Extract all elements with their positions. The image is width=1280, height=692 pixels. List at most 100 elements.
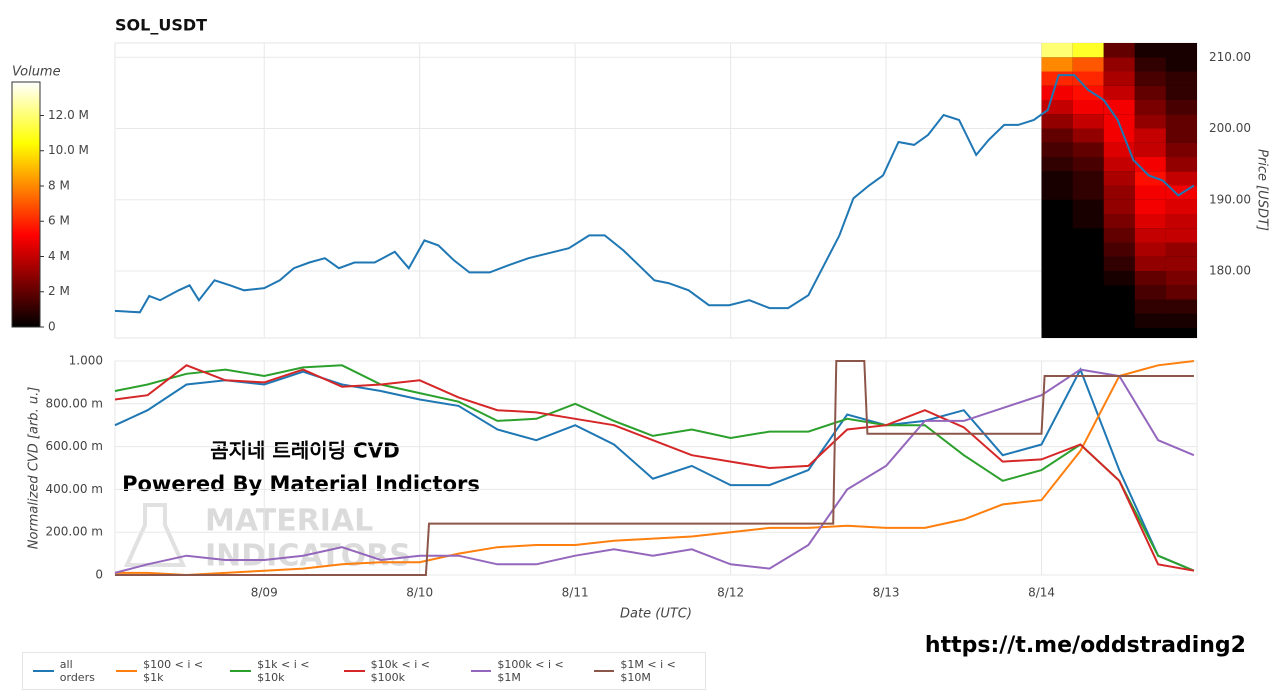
heatmap-cell xyxy=(1103,271,1135,286)
heatmap-cell xyxy=(1165,242,1197,257)
legend-swatch xyxy=(593,670,615,672)
heatmap-cell xyxy=(1041,43,1073,58)
legend-label: $100 < i < $1k xyxy=(143,658,204,684)
colorbar-tick-label: 4 M xyxy=(48,249,70,263)
heatmap-cell xyxy=(1041,285,1073,300)
heatmap-cell xyxy=(1103,214,1135,229)
heatmap-cell xyxy=(1072,185,1104,200)
heatmap-cell xyxy=(1072,43,1104,58)
heatmap-cell xyxy=(1134,71,1166,86)
heatmap-cell xyxy=(1165,171,1197,186)
heatmap-cell xyxy=(1041,85,1073,101)
legend-swatch xyxy=(33,670,54,672)
legend-swatch xyxy=(230,670,252,672)
heatmap-cell xyxy=(1134,114,1166,129)
heatmap-cell xyxy=(1072,214,1104,229)
heatmap-cell xyxy=(1103,128,1135,143)
heatmap-cell xyxy=(1165,214,1197,229)
heatmap-cell xyxy=(1072,313,1104,329)
y-tick-label: 210.00 xyxy=(1209,50,1251,64)
legend-swatch xyxy=(343,670,365,672)
heatmap-cell xyxy=(1165,271,1197,286)
heatmap-cell xyxy=(1041,242,1073,257)
colorbar-tick-label: 6 M xyxy=(48,214,70,228)
series-line xyxy=(114,367,1195,572)
heatmap-cell xyxy=(1041,185,1073,200)
legend-item: $100 < i < $1k xyxy=(116,658,222,684)
series-line xyxy=(114,74,1195,314)
series-line xyxy=(115,360,1194,576)
x-tick-label: 8/12 xyxy=(717,586,744,600)
heatmap-cell xyxy=(1072,100,1104,115)
heatmap-cell xyxy=(1134,142,1166,158)
heatmap-cell xyxy=(1165,299,1197,314)
overlay-subheading: Powered By Material Indictors xyxy=(122,472,480,496)
heatmap xyxy=(1041,43,1197,329)
heatmap-cell xyxy=(1041,271,1073,286)
heatmap-cell xyxy=(1072,171,1104,186)
legend: all orders $100 < i < $1k $1k < i < $10k $1… xyxy=(22,652,706,690)
heatmap-cell xyxy=(1103,199,1135,215)
legend-label: $1M < i < $10M xyxy=(620,658,676,684)
heatmap-cell xyxy=(1041,142,1073,158)
plot-frame xyxy=(114,42,1198,339)
heatmap-cell xyxy=(1103,313,1135,329)
heatmap-cell xyxy=(1165,256,1197,272)
heatmap-cell xyxy=(1134,85,1166,101)
heatmap-cell xyxy=(1072,242,1104,257)
heatmap-cell xyxy=(1134,313,1166,329)
x-tick-label: 8/14 xyxy=(1028,586,1055,600)
heatmap-cell xyxy=(1103,57,1135,72)
heatmap-cell xyxy=(1072,199,1104,215)
x-axis-label: Date (UTC) xyxy=(620,607,692,622)
y-tick-label: 190.00 xyxy=(1209,192,1251,206)
heatmap-cell xyxy=(1041,256,1073,272)
heatmap-cell xyxy=(1134,271,1166,286)
chart-title: SOL_USDT xyxy=(115,16,207,35)
heatmap-cell xyxy=(1134,157,1166,172)
x-tick-label: 8/09 xyxy=(251,586,278,600)
legend-label: $100k < i < $1M xyxy=(497,658,564,684)
heatmap-cell xyxy=(1072,271,1104,286)
heatmap-cell xyxy=(1134,242,1166,257)
heatmap-cell xyxy=(1103,185,1135,200)
heatmap-cell xyxy=(1134,285,1166,300)
heatmap-cell xyxy=(1072,228,1104,243)
heatmap-cell xyxy=(1072,85,1104,101)
legend-item: $10k < i < $100k xyxy=(343,658,463,684)
colorbar-tick-label: 10.0 M xyxy=(48,143,89,157)
colorbar-tick-label: 0 xyxy=(48,320,56,334)
heatmap-cell xyxy=(1165,285,1197,300)
heatmap-cell xyxy=(1103,285,1135,300)
colorbar-title: Volume xyxy=(12,65,61,80)
heatmap-cell xyxy=(1165,199,1197,215)
y-axis-label: Price [USDT] xyxy=(1255,149,1270,231)
heatmap-cell xyxy=(1041,313,1073,329)
heatmap-cell xyxy=(1103,71,1135,86)
heatmap-cell xyxy=(1103,299,1135,314)
series-line xyxy=(114,364,1195,572)
heatmap-cell xyxy=(1072,285,1104,300)
watermark-text: MATERIAL xyxy=(205,504,373,539)
x-tick-label: 8/11 xyxy=(562,586,589,600)
heatmap-cell xyxy=(1134,214,1166,229)
heatmap-cell xyxy=(1041,199,1073,215)
heatmap-cell xyxy=(1134,43,1166,58)
heatmap-cell xyxy=(1165,313,1197,329)
heatmap-cell xyxy=(1165,85,1197,101)
series-line xyxy=(115,360,1195,577)
legend-swatch xyxy=(116,670,138,672)
heatmap-cell xyxy=(1072,299,1104,314)
heatmap-cell xyxy=(1134,199,1166,215)
heatmap-cell xyxy=(1134,185,1166,200)
y-tick-label: 180.00 xyxy=(1209,264,1251,278)
heatmap-cell xyxy=(1041,228,1073,243)
legend-label: $1k < i < $10k xyxy=(257,658,310,684)
heatmap-cell xyxy=(1041,157,1073,172)
legend-item: $1M < i < $10M xyxy=(593,658,705,684)
heatmap-cell xyxy=(1103,157,1135,172)
heatmap-cell xyxy=(1103,171,1135,186)
colorbar-tick-label: 8 M xyxy=(48,178,70,192)
heatmap-cell xyxy=(1134,228,1166,243)
